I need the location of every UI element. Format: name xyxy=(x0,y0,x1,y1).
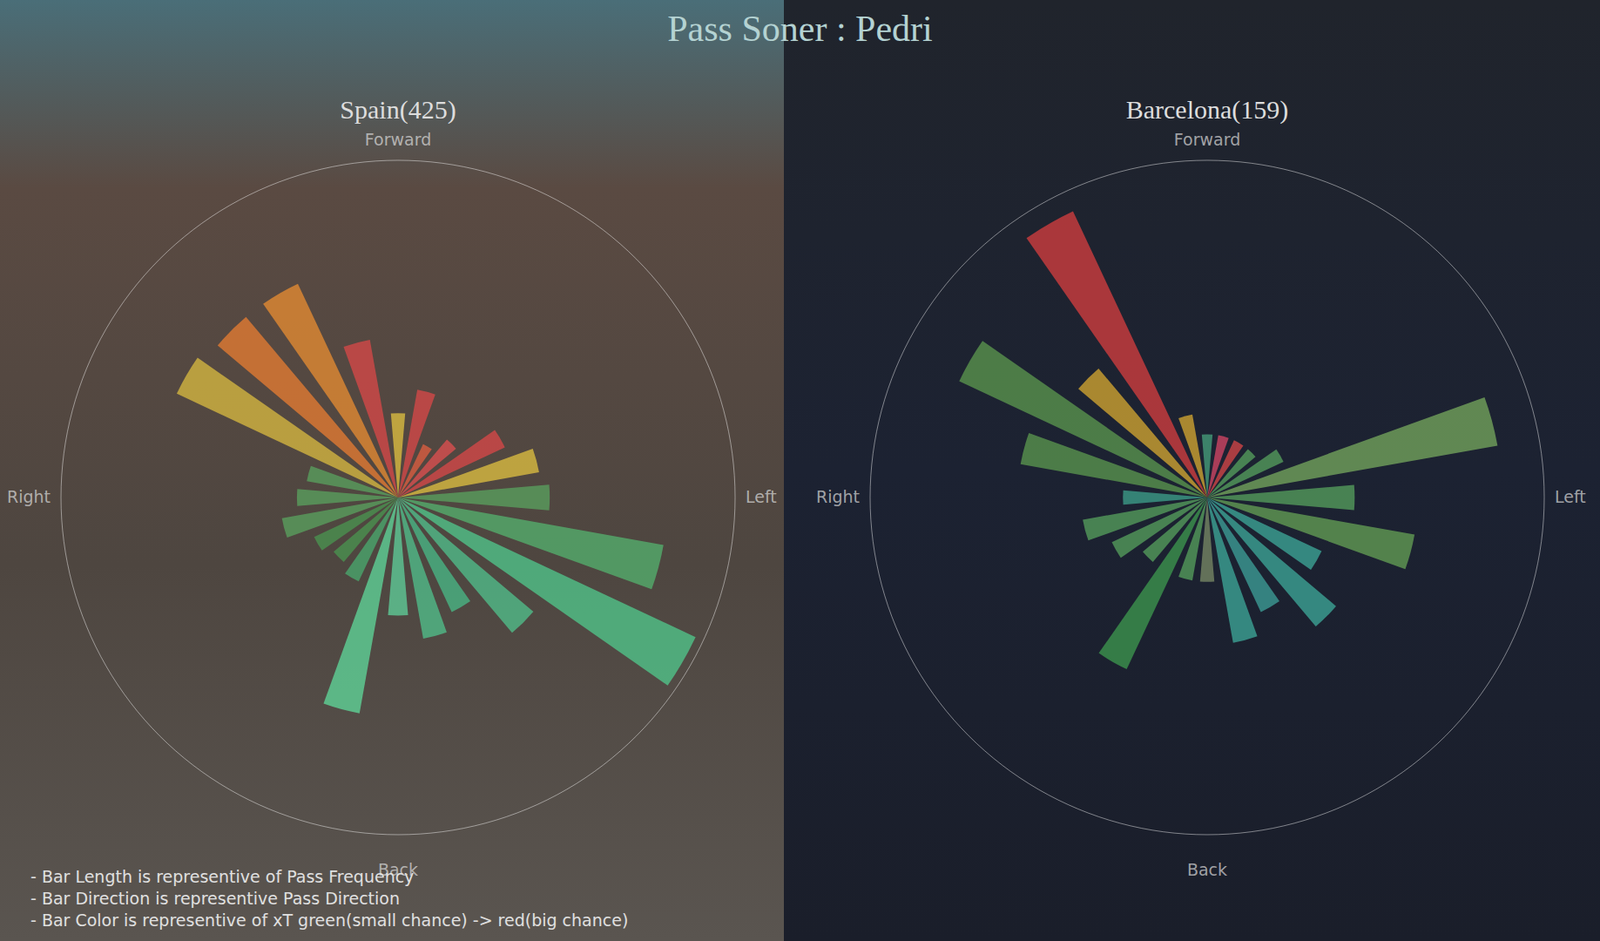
svg-text:Right: Right xyxy=(6,486,51,507)
svg-text:Forward: Forward xyxy=(364,129,432,149)
svg-text:Left: Left xyxy=(1554,486,1587,507)
svg-text:- Bar Color is representive of: - Bar Color is representive of xT green(… xyxy=(30,910,628,930)
svg-text:Barcelona(159): Barcelona(159) xyxy=(1126,94,1290,125)
svg-text:Back: Back xyxy=(1187,859,1228,879)
svg-text:Spain(425): Spain(425) xyxy=(339,94,456,125)
svg-text:Pass Soner : Pedri: Pass Soner : Pedri xyxy=(667,8,933,49)
svg-text:Right: Right xyxy=(816,486,860,507)
svg-text:- Bar Direction is representiv: - Bar Direction is representive Pass Dir… xyxy=(30,888,400,908)
svg-text:Forward: Forward xyxy=(1174,129,1241,149)
svg-text:Left: Left xyxy=(745,486,777,507)
svg-text:- Bar Length is representive o: - Bar Length is representive of Pass Fre… xyxy=(30,866,414,886)
